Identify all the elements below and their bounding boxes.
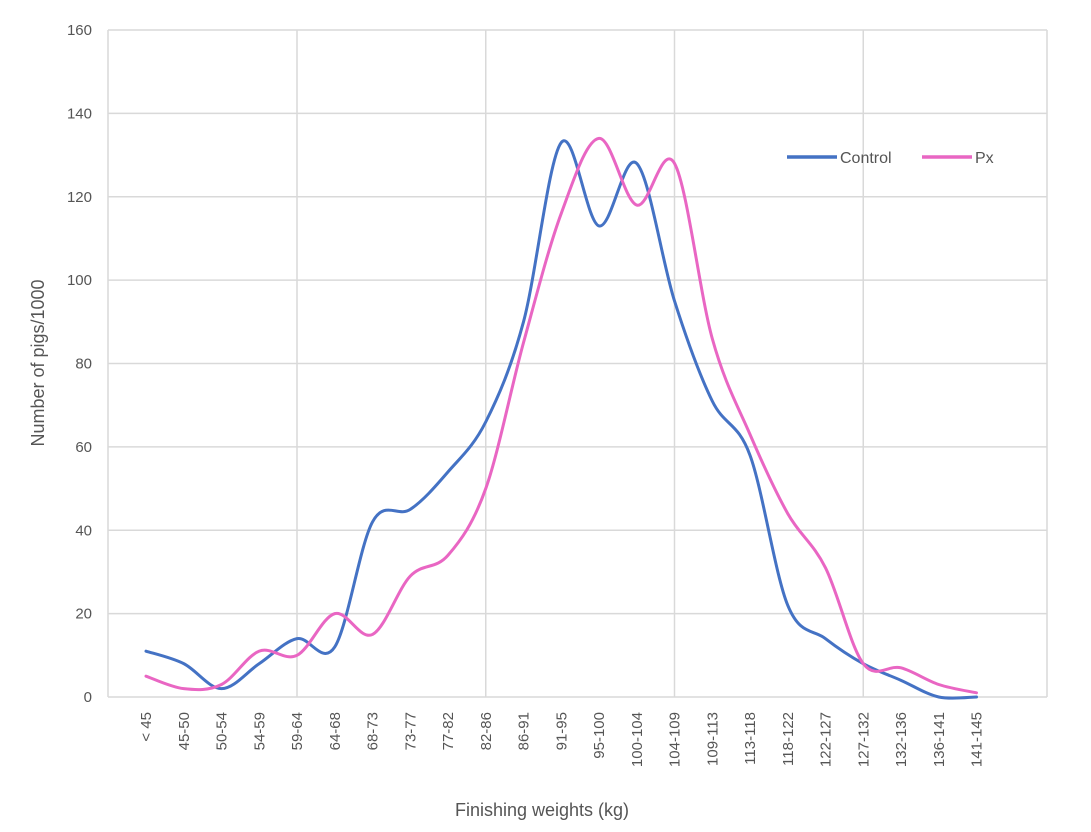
x-tick-label: 82-86 bbox=[478, 712, 495, 750]
x-tick-label: 132-136 bbox=[893, 712, 910, 767]
y-tick-label: 80 bbox=[75, 356, 92, 373]
y-axis-ticks: 0 20 40 60 80 100 120 140 160 bbox=[67, 22, 92, 706]
x-tick-label: 127-132 bbox=[855, 712, 872, 767]
x-tick-label: 86-91 bbox=[516, 712, 533, 750]
x-tick-label: 136-141 bbox=[931, 712, 948, 767]
x-tick-label: 54-59 bbox=[251, 712, 268, 750]
x-tick-label: 77-82 bbox=[440, 712, 457, 750]
x-tick-label: 95-100 bbox=[591, 712, 608, 759]
x-tick-label: 109-113 bbox=[704, 712, 721, 766]
legend-label-control: Control bbox=[840, 150, 892, 167]
y-tick-label: 40 bbox=[75, 522, 92, 539]
y-tick-label: 120 bbox=[67, 189, 92, 206]
y-tick-label: 140 bbox=[67, 105, 92, 122]
x-tick-label: 64-68 bbox=[327, 712, 344, 750]
x-tick-label: 68-73 bbox=[365, 712, 382, 750]
y-tick-label: 20 bbox=[75, 606, 92, 623]
grid bbox=[107, 29, 1048, 698]
legend: Control Px bbox=[787, 150, 994, 167]
y-tick-label: 0 bbox=[84, 689, 92, 706]
x-axis-title: Finishing weights (kg) bbox=[455, 800, 629, 820]
legend-label-px: Px bbox=[975, 150, 994, 167]
x-tick-label: 50-54 bbox=[214, 712, 231, 750]
series-lines bbox=[144, 136, 978, 700]
x-tick-label: 59-64 bbox=[289, 712, 306, 750]
x-tick-label: 113-118 bbox=[742, 712, 759, 765]
x-tick-label: 45-50 bbox=[176, 712, 193, 750]
y-tick-label: 160 bbox=[67, 22, 92, 39]
y-tick-label: 100 bbox=[67, 272, 92, 289]
x-tick-label: 118-122 bbox=[780, 712, 797, 766]
x-tick-label: 100-104 bbox=[629, 712, 646, 767]
y-tick-label: 60 bbox=[75, 439, 92, 456]
x-tick-label: 73-77 bbox=[402, 712, 419, 750]
x-tick-label: 141-145 bbox=[969, 712, 986, 767]
x-axis-ticks: < 45 45-50 50-54 54-59 59-64 64-68 68-73 73-77 7… bbox=[138, 712, 986, 767]
x-tick-label: 122-127 bbox=[818, 712, 835, 767]
x-tick-label: < 45 bbox=[138, 712, 155, 742]
y-axis-title: Number of pigs/1000 bbox=[28, 279, 48, 446]
series-line-px bbox=[144, 136, 978, 695]
x-tick-label: 91-95 bbox=[553, 712, 570, 750]
x-tick-label: 104-109 bbox=[667, 712, 684, 767]
series-line-control bbox=[144, 139, 978, 700]
